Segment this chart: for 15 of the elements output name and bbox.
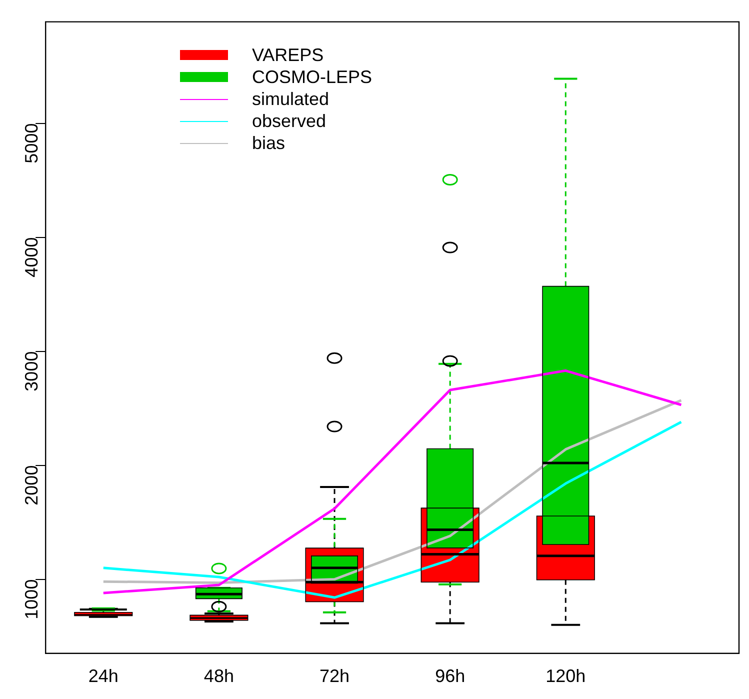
y-tick-label: 1000 (22, 579, 42, 620)
x-tick-label: 72h (319, 666, 350, 686)
x-tick-label: 120h (546, 666, 586, 686)
legend-label: observed (252, 110, 326, 132)
y-tick-label: 5000 (22, 123, 42, 164)
legend-label: VAREPS (252, 44, 324, 66)
legend-label: bias (252, 132, 286, 154)
legend-label: COSMO-LEPS (252, 66, 372, 88)
x-tick-label: 96h (435, 666, 466, 686)
y-tick-label: 2000 (22, 465, 42, 506)
legend-label: simulated (252, 88, 330, 110)
y-tick-label: 4000 (22, 237, 42, 278)
x-tick-label: 48h (204, 666, 234, 686)
x-tick-label: 24h (88, 666, 118, 686)
y-tick-label: 3000 (22, 351, 42, 392)
